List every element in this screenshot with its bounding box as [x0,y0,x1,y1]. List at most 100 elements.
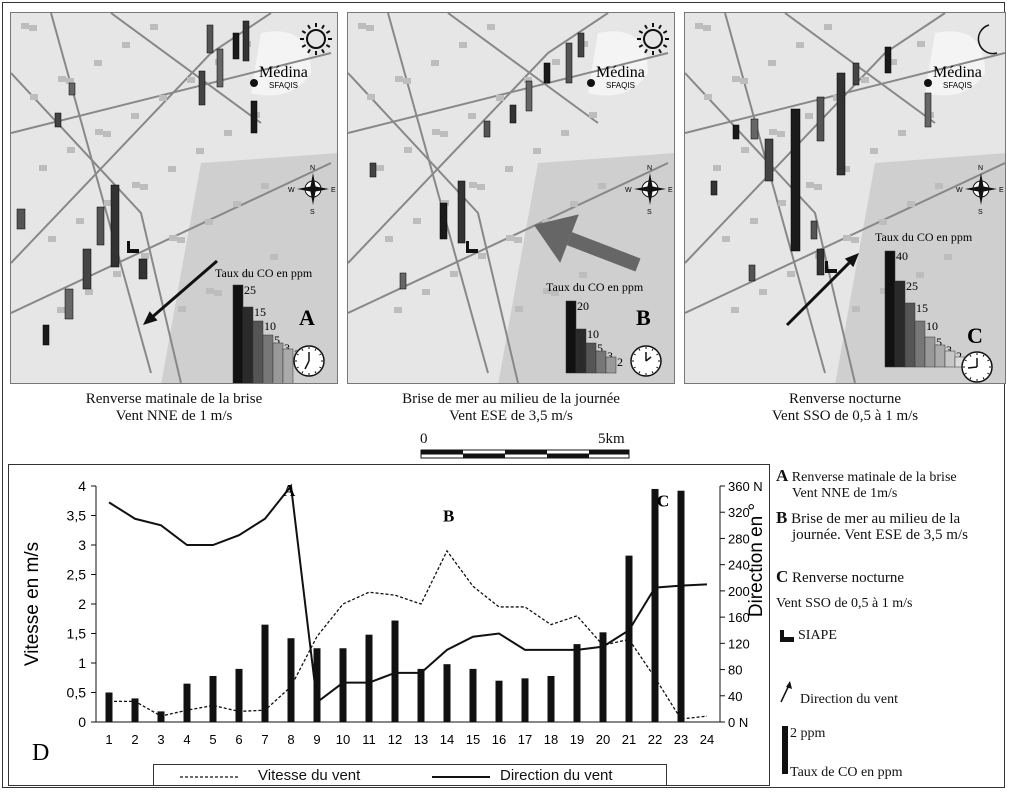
legend-value: 3 [284,341,290,355]
legend-step [894,280,906,368]
block [39,165,47,171]
x-tick-label: 1 [105,732,112,747]
legend-ppm: 2 ppm [790,726,826,741]
co-bar [250,100,258,134]
co-bar [599,632,607,722]
block [695,23,703,29]
co-bar [750,118,759,140]
y-tick-label: 1 [78,655,86,671]
block [944,254,952,260]
co-bar [131,698,139,722]
y-axis-label: Vitesse en m/s [22,542,43,666]
block [469,182,477,188]
map-panel-b: Médina SFAQIS N S E W Taux du CO en ppm 20 10 5 3 2… [347,12,675,384]
block [579,272,587,278]
block [704,94,712,100]
co-bar [261,624,269,722]
road [447,13,599,124]
y-tick-label: 4 [78,478,86,494]
svg-text:E: E [999,187,1004,194]
block [29,25,37,31]
block [524,77,532,83]
co-bar [105,692,113,722]
y-tick-label: 2,5 [67,567,87,583]
panel-letter: A [299,305,315,330]
svg-text:N: N [310,165,315,172]
road [348,72,519,383]
panel-letter: B [636,305,651,330]
block [731,307,739,313]
y-right-tick-label: 0 N [728,715,748,730]
block [440,131,448,137]
block [403,78,411,84]
block [67,147,75,153]
block [543,288,551,294]
block [806,182,814,188]
block [880,288,888,294]
block [740,78,748,84]
direction-line [108,483,708,705]
compass-icon: N S E W [956,165,1004,216]
block [889,59,897,65]
block [787,271,795,277]
co-bar [209,675,217,722]
y-right-tick-label: 200 [728,584,750,599]
wind-arrow-icon [143,259,218,325]
legend-step [904,302,916,368]
block [778,200,786,206]
legend-step [914,320,926,368]
co-bar [764,138,774,182]
block [542,219,550,225]
co-bar [369,162,377,178]
y-right-tick-label: 360 N [728,479,763,494]
y-right-axis-label: Direction en ° [746,503,767,617]
co-bar [313,648,321,722]
y-tick-label: 3,5 [67,508,87,524]
co-bar [810,220,818,240]
x-tick-label: 9 [313,732,320,747]
wind-co-chart: 00,511,522,533,540 N40801201602002402803… [22,478,767,764]
city-dot [924,79,932,87]
block [750,218,758,224]
svg-text:E: E [331,187,336,194]
block [367,94,375,100]
block [413,218,421,224]
block [159,95,167,101]
block [851,237,859,243]
block [94,60,102,66]
legend-step [585,342,597,374]
co-bar [547,675,555,722]
legend-c-line1: Renverse nocturne [792,570,905,586]
block [113,271,121,277]
siape-icon [466,241,478,253]
road [110,13,262,124]
legend-b: B Brise de mer au milieu de la journée. … [776,509,968,543]
legend-title: Taux du CO en ppm [546,280,644,294]
co-bar [339,648,347,722]
y-tick-label: 0,5 [67,685,87,701]
co-bar [16,208,26,230]
block [935,183,943,189]
co-bar [884,46,892,74]
block [122,42,130,48]
block [459,42,467,48]
legend-value: 20 [577,299,589,313]
co-bar [64,288,74,320]
block [533,148,541,154]
block [917,41,925,47]
x-tick-label: 19 [570,732,584,747]
caption-c-line2: Vent SSO de 0,5 à 1 m/s [771,408,919,424]
legend-value: 2 [617,355,623,369]
block [916,272,924,278]
road [11,52,332,134]
y-right-tick-label: 160 [728,610,750,625]
co-bar [183,683,191,722]
co-bar [391,620,399,722]
co-bar [417,668,425,722]
legend-value: 5 [597,341,603,355]
legend-step [242,306,254,383]
legend-direction: Direction du vent [800,692,898,707]
legend-step [884,250,896,368]
co-bar [521,678,529,722]
